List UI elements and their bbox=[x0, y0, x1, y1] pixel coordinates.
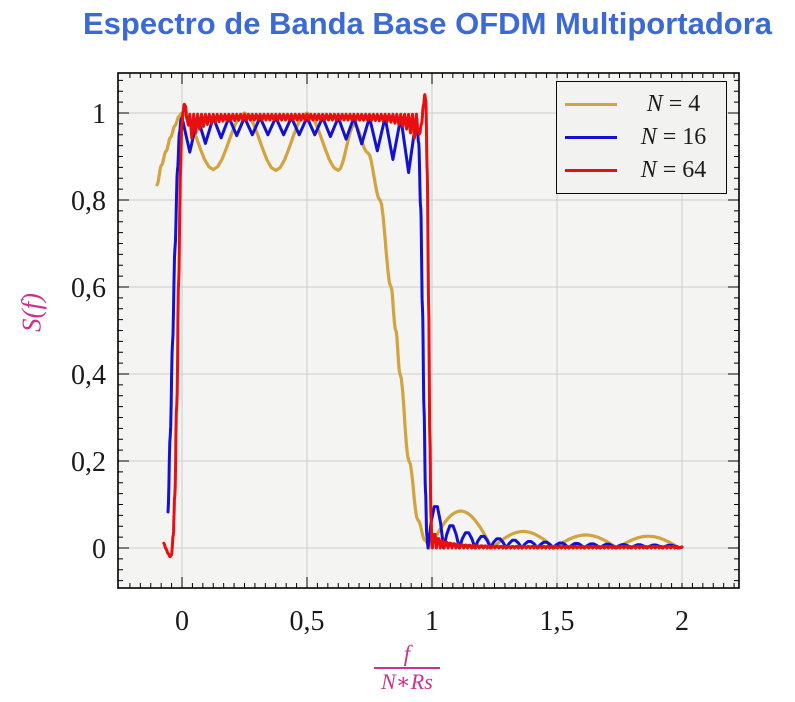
legend-item-label: N = 64 bbox=[640, 157, 707, 183]
x-axis-label: f N∗Rs bbox=[366, 642, 448, 694]
x-tick-label: 0 bbox=[175, 606, 189, 637]
legend-item-label: N = 16 bbox=[640, 124, 707, 150]
x-axis-label-denominator: N∗Rs bbox=[381, 669, 433, 694]
curve-N4 bbox=[155, 111, 684, 550]
legend-box: N = 4 N = 16 N = 64 bbox=[556, 81, 727, 194]
y-tick-label: 0 bbox=[92, 534, 106, 565]
legend-item-1: N = 4 bbox=[565, 90, 716, 120]
plot-frame bbox=[117, 72, 740, 589]
y-tick-label: 0,6 bbox=[71, 273, 106, 304]
y-tick-label: 0,4 bbox=[71, 360, 106, 391]
legend-item-3: N = 64 bbox=[565, 156, 716, 186]
y-tick-label: 0,8 bbox=[71, 186, 106, 217]
tick-labels: 0 0,5 1 1,5 2 0 0,2 0,4 0,6 0,8 1 bbox=[71, 99, 689, 637]
x-tick-label: 0,5 bbox=[290, 606, 325, 637]
legend-item-label: N = 4 bbox=[646, 91, 701, 117]
legend-item-2: N = 16 bbox=[565, 123, 716, 153]
legend-line-swatch bbox=[565, 136, 617, 139]
legend-line-swatch bbox=[565, 169, 617, 172]
y-tick-label: 1 bbox=[92, 99, 106, 130]
axis-ticks bbox=[118, 73, 739, 588]
x-axis-label-numerator: f bbox=[403, 641, 411, 666]
x-tick-label: 1 bbox=[425, 606, 439, 637]
spectrum-curves bbox=[155, 93, 684, 559]
x-tick-label: 1,5 bbox=[540, 606, 575, 637]
x-tick-label: 2 bbox=[675, 606, 689, 637]
y-axis-label: S(f) bbox=[16, 293, 47, 332]
fraction-bar bbox=[374, 667, 440, 669]
curve-N64 bbox=[162, 93, 684, 559]
y-tick-label: 0,2 bbox=[71, 447, 106, 478]
chart-title: Espectro de Banda Base OFDM Multiportado… bbox=[83, 6, 772, 41]
legend-line-swatch bbox=[565, 103, 617, 106]
